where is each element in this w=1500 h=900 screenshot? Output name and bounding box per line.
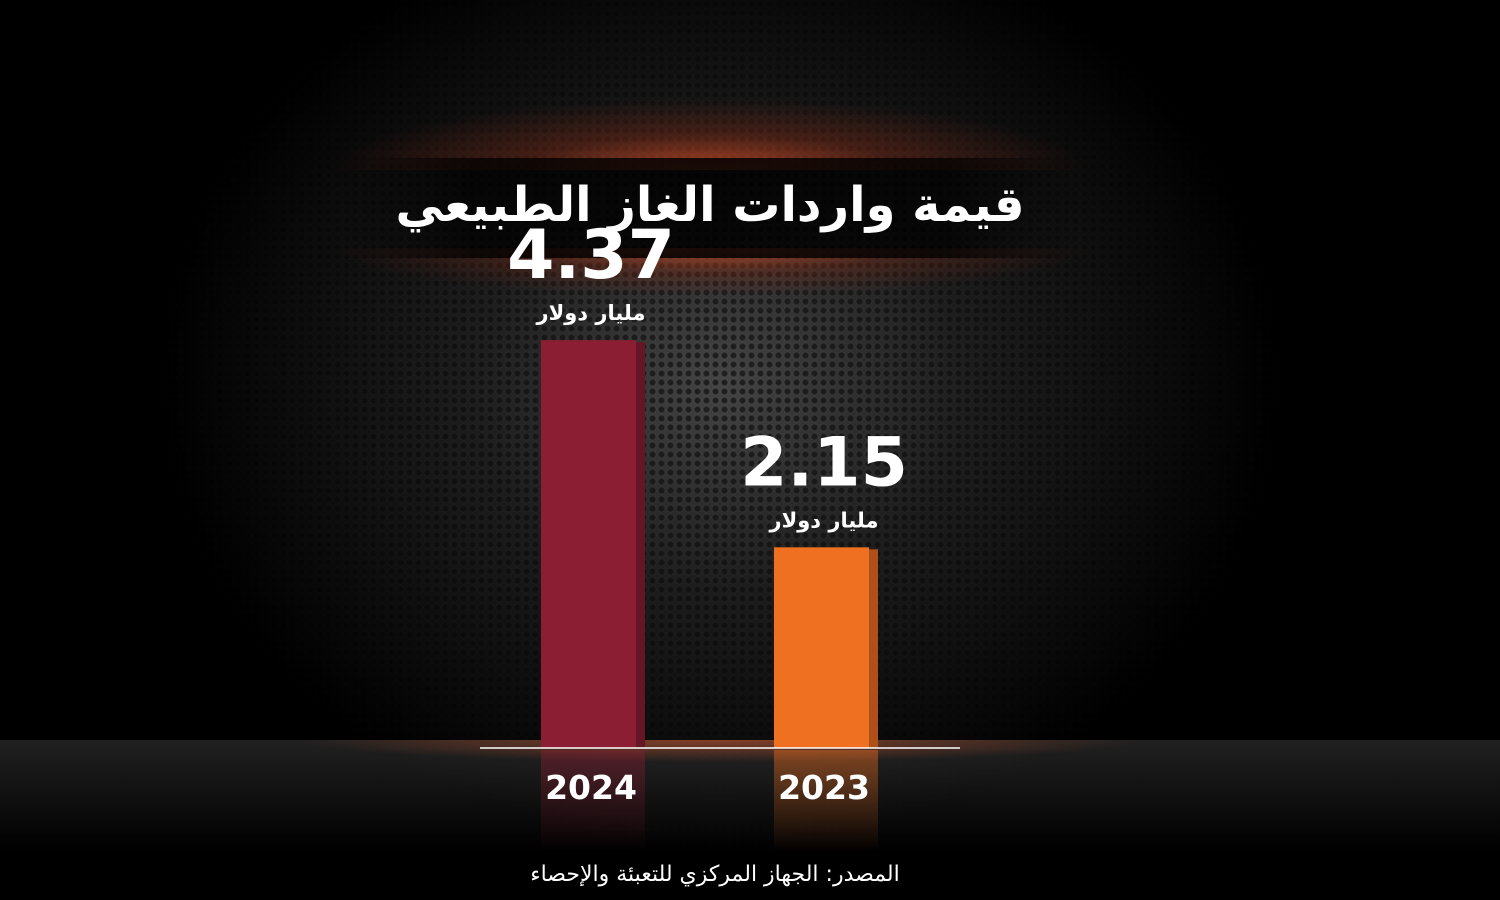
source-text: المصدر: الجهاز المركزي للتعبئة والإحصاء <box>530 862 900 887</box>
bar-2024 <box>541 340 636 748</box>
bar-2023 <box>774 547 869 748</box>
bar-side-2023 <box>869 549 878 748</box>
bar-reflection-2023 <box>774 750 878 852</box>
bar-side-2024 <box>636 342 645 748</box>
floor-surface <box>0 740 1500 852</box>
title-band <box>340 158 1080 258</box>
unit-label-2024: مليار دولار <box>536 301 646 325</box>
value-label-2024: 4.37 <box>507 216 675 295</box>
category-label-2024: 2024 <box>545 768 637 807</box>
value-label-2023: 2.15 <box>740 423 908 502</box>
bar-reflection-2024 <box>541 750 645 852</box>
unit-label-2023: مليار دولار <box>769 508 879 532</box>
source-bar: المصدر: الجهاز المركزي للتعبئة والإحصاء <box>0 852 1500 900</box>
category-label-2023: 2023 <box>778 768 870 807</box>
bar-chart: 4.37 مليار دولار 2024 2.15 مليار دولار 2023 <box>480 216 960 852</box>
chart-title: قيمة واردات الغاز الطبيعي <box>395 177 1025 233</box>
